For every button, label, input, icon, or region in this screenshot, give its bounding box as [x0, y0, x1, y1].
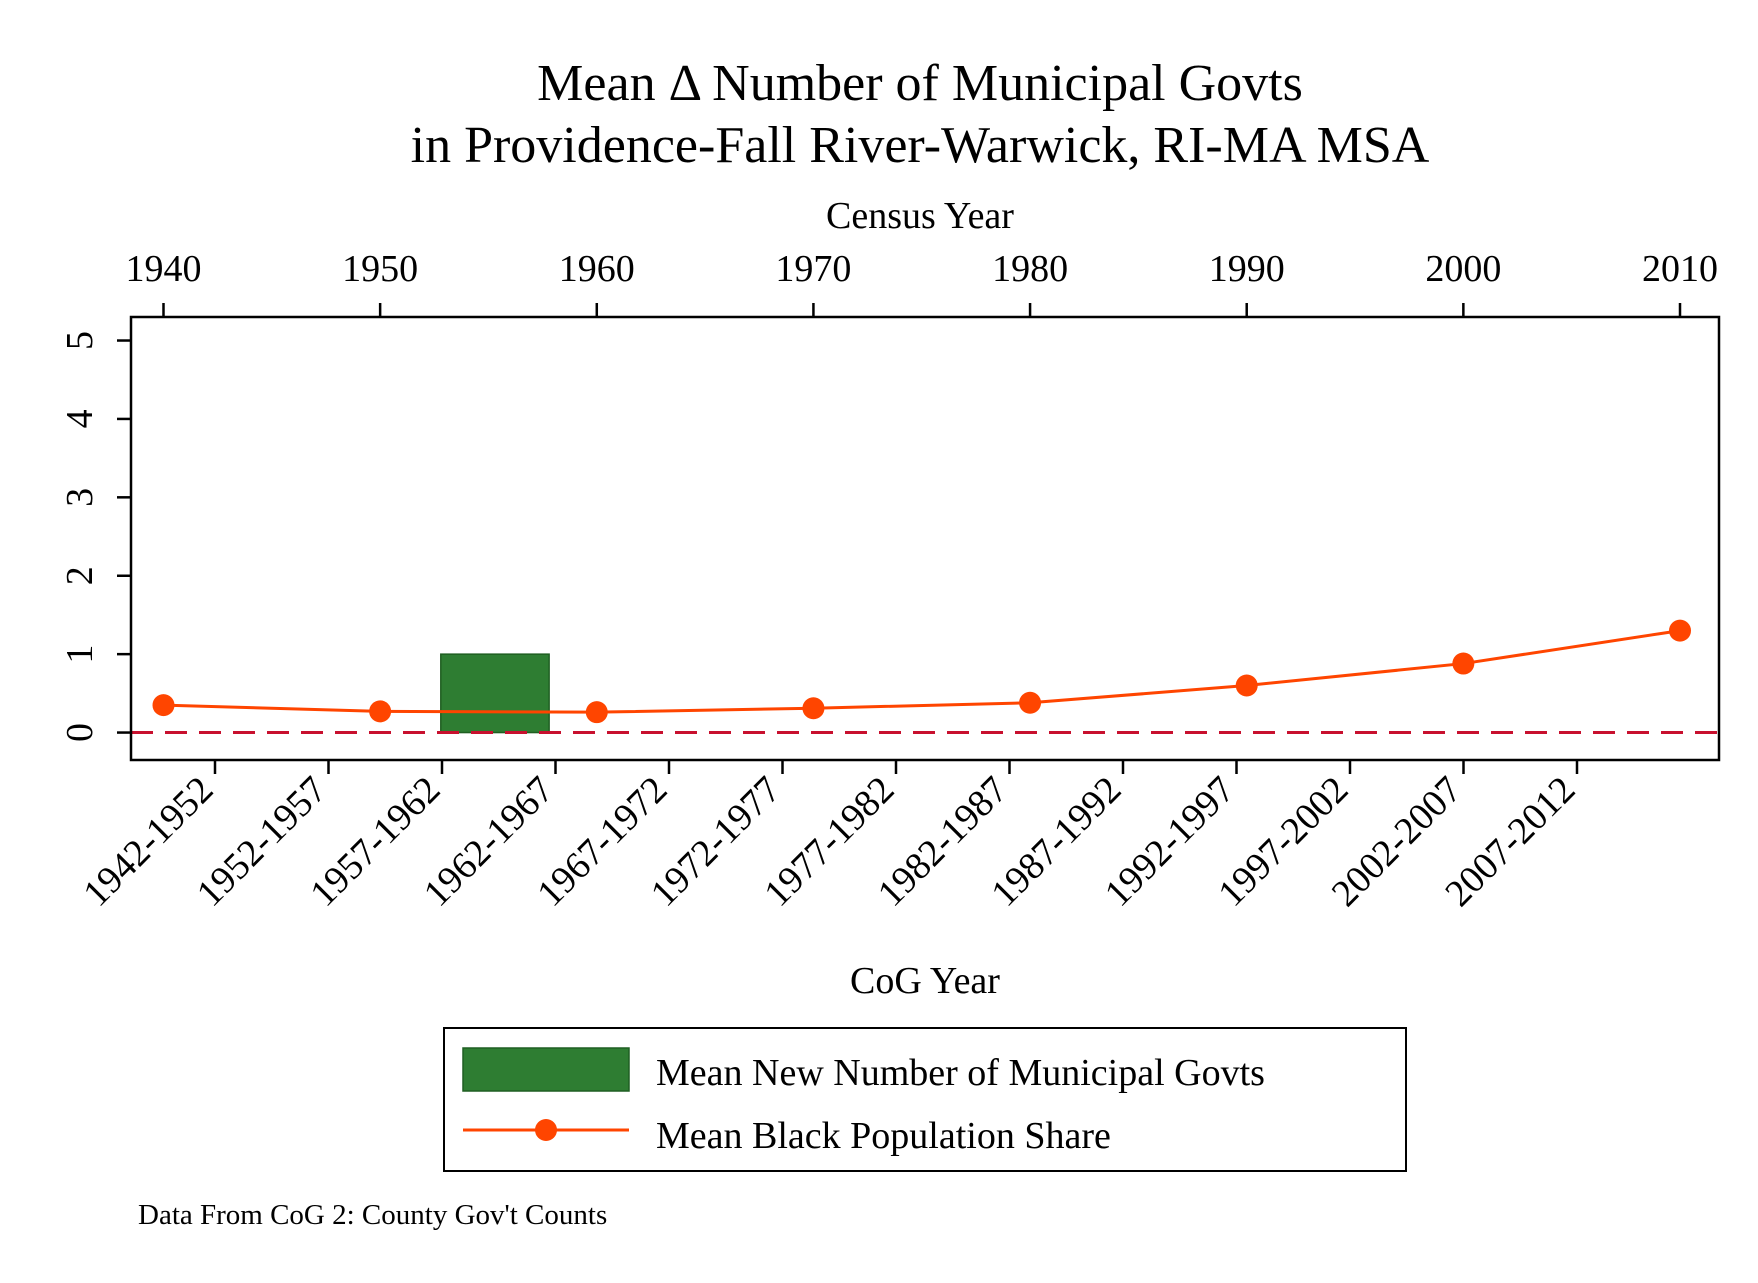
- top-tick-label: 2000: [1425, 248, 1501, 290]
- bar: [440, 653, 550, 734]
- top-tick-label: 1990: [1209, 248, 1285, 290]
- legend-bar-swatch: [462, 1047, 630, 1092]
- line-point: [802, 697, 825, 720]
- bar-series: [440, 653, 550, 734]
- chart-title-line-2: in Providence-Fall River-Warwick, RI-MA …: [411, 117, 1430, 174]
- y-tick-label: 3: [59, 488, 101, 507]
- top-tick-label: 1950: [342, 248, 418, 290]
- legend-line-marker: [535, 1119, 557, 1141]
- line-point: [1235, 674, 1258, 697]
- top-axis-ticks: 1940 1950 1960 1970 1980 1990 2000 2010: [125, 248, 1718, 317]
- chart-title-line-1: Mean Δ Number of Municipal Govts: [537, 55, 1303, 112]
- y-tick-label: 4: [59, 409, 101, 428]
- top-axis-label: Census Year: [826, 195, 1014, 237]
- y-tick-label: 5: [59, 331, 101, 350]
- line-series: [152, 619, 1692, 724]
- line-point: [369, 700, 392, 723]
- y-tick-label: 2: [59, 566, 101, 585]
- line-point: [1019, 691, 1042, 714]
- legend: Mean New Number of Municipal Govts Mean …: [443, 1027, 1407, 1172]
- bottom-axis-ticks: 1942-19521952-19571957-19621962-19671967…: [75, 760, 1583, 915]
- top-tick-label: 1980: [992, 248, 1068, 290]
- line-point: [152, 694, 175, 717]
- line-point: [585, 701, 608, 724]
- plot-frame: [129, 315, 1721, 762]
- y-tick-label: 0: [59, 723, 101, 742]
- top-tick-label: 1940: [125, 248, 201, 290]
- series-line: [163, 629, 1681, 714]
- legend-bar-label: Mean New Number of Municipal Govts: [656, 1052, 1265, 1094]
- legend-line-label: Mean Black Population Share: [656, 1115, 1111, 1157]
- line-point: [1452, 652, 1475, 675]
- y-axis-ticks: 0 1 2 3 4 5: [59, 331, 131, 742]
- top-tick-label: 1970: [775, 248, 851, 290]
- x-axis-label: CoG Year: [850, 960, 1000, 1002]
- y-tick-label: 1: [59, 645, 101, 664]
- data-source-note: Data From CoG 2: County Gov't Counts: [138, 1199, 607, 1231]
- top-tick-label: 2010: [1642, 248, 1718, 290]
- top-tick-label: 1960: [559, 248, 635, 290]
- line-point: [1669, 619, 1692, 642]
